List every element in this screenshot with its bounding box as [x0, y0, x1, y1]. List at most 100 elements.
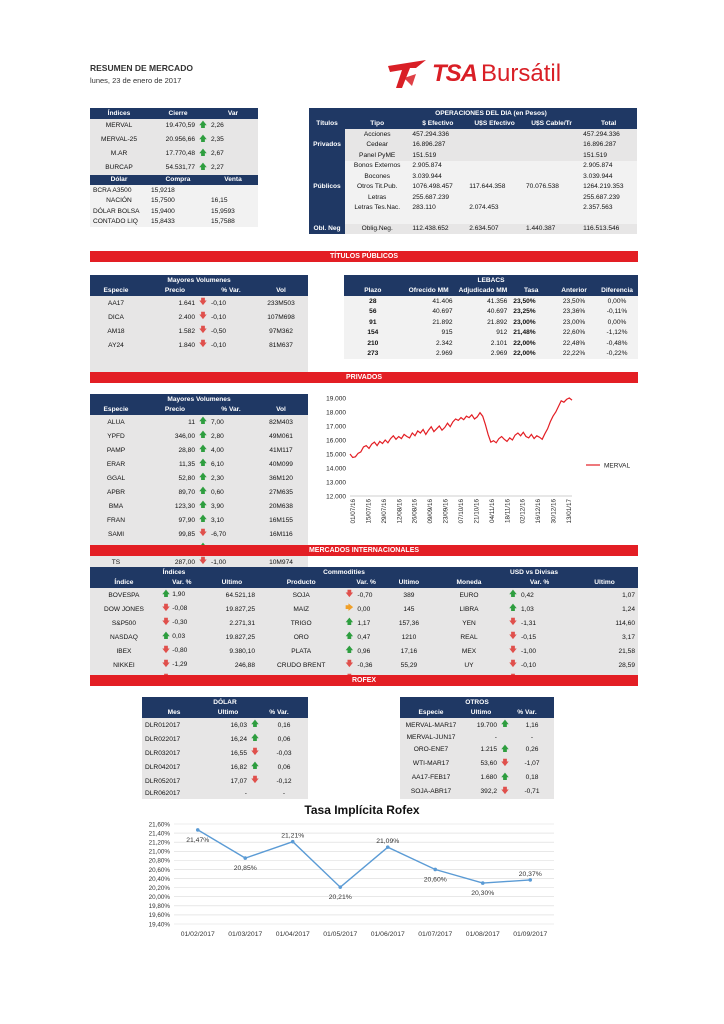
- header-var: % Var.: [221, 406, 241, 414]
- row-ultimo-idx: 64.521,18: [225, 591, 255, 599]
- row-var-mon: 0,42: [521, 591, 534, 599]
- table-row: TS 287,00 🡇 -1,00 10M974: [90, 555, 308, 569]
- x-tick-label: 16/12/16: [535, 499, 542, 524]
- row-vol: 81M637: [269, 341, 293, 349]
- row-name: M.AR: [110, 150, 128, 157]
- header-anterior: Anterior: [561, 287, 587, 295]
- row-name: CONTADO LIQ: [93, 218, 138, 226]
- row-var-mon: -1,31: [521, 619, 537, 627]
- x-tick-label: 18/11/16: [504, 499, 511, 524]
- table-row: BURCAP 54.531,77 🡅 2,27: [90, 160, 258, 175]
- row-moneda: EURO: [459, 591, 479, 599]
- row-value: 17.770,48: [165, 150, 195, 157]
- y-tick-label: 16.000: [326, 438, 346, 445]
- row-var: 1,16: [525, 721, 539, 729]
- header-especie: Especie: [103, 406, 129, 414]
- table-row: Cedear 16.896.287 16.896.287: [309, 139, 637, 150]
- header-precio: Precio: [164, 287, 186, 295]
- row-ultimo: 19.700: [476, 721, 497, 729]
- row-var-com: 0,00: [357, 605, 371, 613]
- logo-bursatil-text: Bursátil: [481, 60, 562, 87]
- x-tick-label: 26/08/16: [412, 499, 419, 524]
- row-tipo: Letras Tes.Nac.: [354, 204, 401, 212]
- row-name: BCRA A3500: [93, 186, 132, 194]
- row-tipo: Acciones: [363, 130, 391, 138]
- row-ultimo: -: [244, 789, 247, 797]
- row-adjudicado: 40.697: [487, 308, 508, 316]
- row-ars: 1076.498.457: [412, 183, 453, 191]
- row-indice: NASDAQ: [109, 633, 138, 641]
- row-precio: 346,00: [174, 432, 195, 440]
- arrow-down-icon: 🡇: [198, 325, 208, 334]
- header-ultimo: Ultimo: [217, 709, 239, 717]
- row-ultimo-mon: 3,17: [622, 633, 635, 641]
- table-row: SAMI 99,85 🡇 -6,70 16M116: [90, 527, 308, 541]
- row-precio: 1.840: [178, 341, 195, 349]
- table-row: ERAR 11,35 🡅 6,10 40M099: [90, 457, 308, 471]
- row-total: 116.513.546: [583, 225, 620, 233]
- table-row: DLR062017 - -: [142, 788, 308, 799]
- arrow-down-icon: 🡇: [508, 659, 518, 668]
- table-row: NASDAQ 🡅 0,03 19.827,25 ORO 🡅 0,47 1210 REAL 🡇 -0…: [90, 630, 638, 644]
- rofex-chart: 19,40% 19,60% 19,80% 20,00% 20,20% 20,40% 20,6…: [149, 821, 554, 938]
- x-tick-label: 01/04/2017: [276, 931, 310, 938]
- header-compra: Compra: [165, 176, 191, 184]
- row-anterior: 22,48%: [562, 339, 586, 347]
- x-tick-label: 01/07/2017: [418, 931, 452, 938]
- row-especie: AM18: [107, 327, 125, 335]
- row-plazo: 56: [369, 308, 377, 316]
- row-vol: 97M362: [269, 327, 293, 335]
- row-precio: 2.400: [178, 313, 195, 321]
- row-mes: DLR022017: [145, 735, 181, 743]
- table-row: M.AR 17.770,48 🡅 2,67: [90, 146, 258, 161]
- row-var-mon: -1,00: [521, 647, 537, 655]
- row-especie: WTI-MAR17: [412, 760, 450, 767]
- row-cable: [523, 192, 580, 203]
- row-var: 0,06: [277, 735, 291, 743]
- tp-volumenes-title: Mayores Volumenes: [167, 276, 231, 284]
- row-var: 0,18: [525, 774, 539, 781]
- row-var-idx: -0,30: [172, 619, 188, 626]
- data-point: [195, 828, 200, 832]
- arrow-up-icon: 🡅: [500, 743, 510, 753]
- row-cable: [523, 203, 580, 214]
- row-var: -0,50: [211, 327, 227, 335]
- row-moneda: LIBRA: [459, 605, 479, 613]
- row-especie: DICA: [108, 313, 124, 321]
- row-vol: 16M155: [269, 516, 293, 524]
- row-precio: 287,00: [174, 558, 195, 566]
- x-tick-label: 23/09/16: [443, 499, 450, 524]
- row-tasa: 23,25%: [513, 308, 536, 316]
- x-tick-label: 01/09/2017: [513, 931, 547, 938]
- row-var: 3,90: [211, 502, 224, 510]
- row-moneda: YEN: [462, 619, 476, 627]
- row-var-idx-cell: 🡇 -1,29: [158, 658, 206, 672]
- arrow-down-icon: 🡇: [198, 339, 208, 348]
- row-usd: [466, 150, 523, 161]
- row-tipo: Bonos Externos: [353, 162, 401, 170]
- y-tick-label: 18.000: [326, 410, 346, 417]
- logo-tsa-text: TSA: [432, 60, 478, 87]
- table-row: AY24 1.840 🡇 -0,10 81M637: [90, 338, 308, 352]
- row-ultimo-mon: 1,24: [622, 605, 635, 613]
- arrow-down-icon: 🡇: [198, 556, 208, 565]
- rofex-otros-table: OTROS Especie Ultimo % Var. MERVAL-MAR17…: [400, 697, 554, 799]
- table-row: BCRA A3500 15,9218: [90, 185, 258, 196]
- row-var: 4,00: [211, 446, 224, 454]
- row-vol: 49M061: [269, 432, 293, 440]
- row-name: BURCAP: [105, 164, 133, 171]
- row-ofrecido: 40.697: [432, 308, 453, 316]
- row-ultimo-idx: 19.827,25: [225, 605, 255, 613]
- row-producto: SOJA: [292, 591, 310, 599]
- arrow-down-icon: 🡇: [161, 603, 173, 612]
- row-precio: 89,70: [178, 488, 195, 496]
- y-tick-label: 21,00%: [149, 849, 171, 856]
- row-var: -: [530, 733, 534, 741]
- table-row: BOVESPA 🡅 1,90 64.521,18 SOJA 🡇 -0,70 389 EURO 🡅…: [90, 588, 638, 602]
- table-row: BMA 123,30 🡅 3,90 20M638: [90, 499, 308, 513]
- header-cierre: Cierre: [168, 109, 188, 117]
- table-row: NACIÓN 15,7500 16,15: [90, 195, 258, 206]
- arrow-up-icon: 🡅: [500, 719, 510, 728]
- header-especie: Especie: [103, 287, 129, 295]
- row-var: 2,26: [211, 122, 224, 129]
